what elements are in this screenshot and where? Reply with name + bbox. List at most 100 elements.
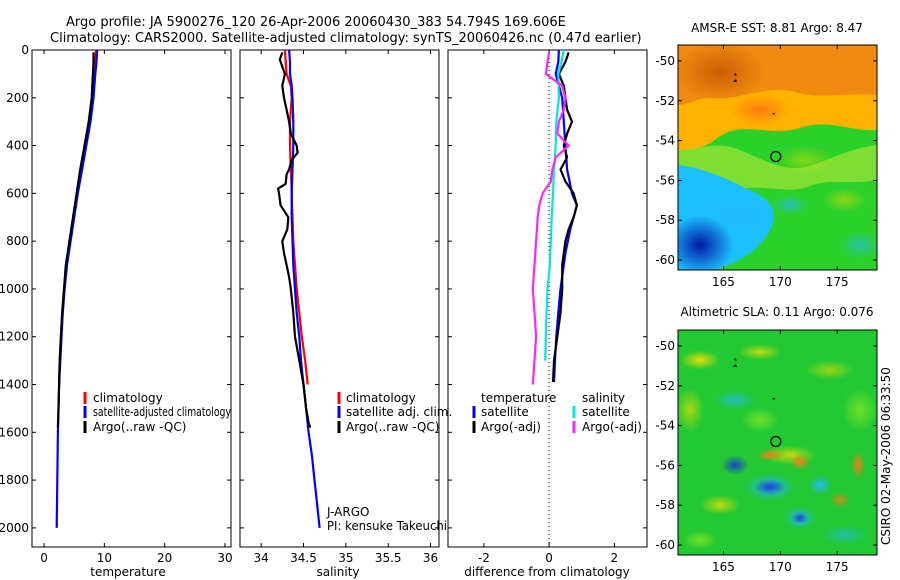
x-tick-label: -2 [478,551,490,565]
temperature-legend: climatology satellite-adjusted climatolo… [83,391,231,434]
series-line-salinity-argo-adj [531,52,570,385]
x-tick-label: 0 [40,551,48,565]
legend-label-satellite-adjusted: satellite-adjusted climatology [93,405,231,419]
temperature-axes-box [31,49,232,548]
sla-map-panel: Altimetric SLA: 0.11 Argo: 0.076 [655,305,878,574]
x-tick-label: 2 [611,551,619,565]
map-lat-label: -50 [655,54,675,68]
series-line-satellite-adjusted-climatology [55,49,99,528]
depth-tick-label: 400 [6,139,29,153]
depth-tick-label: 1800 [0,473,29,487]
depth-tick-label: 1200 [0,330,29,344]
track-marker [771,112,775,115]
sla-map-title: Altimetric SLA: 0.11 Argo: 0.076 [680,305,873,319]
depth-tick-label: 1000 [0,282,29,296]
x-tick-label: 34.5 [290,551,317,565]
difference-panel: -2 0 2 difference from climatology tempera… [447,49,648,579]
temperature-xlabel: temperature [90,565,165,579]
legend-label-sal-argo: Argo(-adj) [582,420,642,434]
legend-label-sal-satellite: satellite [582,405,630,419]
legend-label-argo: Argo(..raw -QC) [93,420,186,434]
x-tick-label: 35 [338,551,353,565]
depth-tick-label: 2000 [0,521,29,535]
jargo-label: J-ARGO [326,505,369,519]
side-timestamp: CSIRO 02-May-2006 06:33:50 [879,367,893,545]
depth-tick-label: 800 [6,234,29,248]
legend-label-climatology: climatology [93,391,163,405]
depth-tick-label: 1400 [0,378,29,392]
float-position-marker [770,435,782,448]
map-lat-label: -58 [655,498,675,512]
legend-label-satellite-adj: satellite adj. clim. [346,405,452,419]
legend-label-temp-satellite: satellite [481,405,529,419]
sst-field [678,45,877,270]
sst-map-frame [677,44,878,271]
pi-label: PI: kensuke Takeuchi [327,519,447,533]
sla-field [678,330,877,555]
depth-tick-label: 200 [6,91,29,105]
track-marker [732,72,737,82]
sst-map-panel: AMSR-E SST: 8.81 Argo: 8.47 165 170 175 -50… [655,21,878,289]
legend-title-salinity: salinity [582,391,625,405]
map-lat-label: -50 [655,339,675,353]
series-line-argo-raw-qc [277,52,312,428]
x-tick-label: 34 [254,551,269,565]
depth-tick-label: 0 [21,43,29,57]
difference-series [531,49,579,385]
difference-axes-box [447,49,648,548]
difference-legend: temperature satellite Argo(-adj) salinit… [472,391,642,434]
map-lat-label: -58 [655,213,675,227]
map-lon-label: 170 [769,560,792,574]
map-lat-label: -54 [655,419,675,433]
header-line-2: Climatology: CARS2000. Satellite-adjuste… [50,31,642,46]
map-lon-label: 165 [712,560,735,574]
series-line-satellite-adj-clim [288,49,321,529]
map-lon-label: 175 [826,560,849,574]
sla-map-frame [677,329,878,556]
map-lat-label: -56 [655,458,675,472]
map-lon-label: 165 [712,275,735,289]
depth-tick-label: 600 [6,186,29,200]
salinity-depth-ticks [240,49,439,529]
map-lat-label: -60 [655,253,675,267]
sst-map-axes: 165 170 175 -50 -52 -54 -56 -58 -60 [655,45,877,289]
difference-x-axis: -2 0 2 [478,50,618,565]
x-tick-label: 35.5 [375,551,402,565]
legend-title-temperature: temperature [481,391,556,405]
salinity-x-axis: 34 34.5 35 35.5 36 [254,50,438,565]
salinity-axes-box [239,49,440,548]
salinity-series [277,49,321,529]
x-tick-label: 20 [157,551,172,565]
series-line-argo-raw-qc [56,52,95,428]
legend-label-argo: Argo(..raw -QC) [346,420,439,434]
salinity-legend: climatology satellite adj. clim. Argo(..… [337,391,452,434]
x-tick-label: 10 [97,551,112,565]
map-lat-label: -52 [655,94,675,108]
depth-tick-label: 1600 [0,425,29,439]
float-position-marker [770,150,782,163]
depth-axis: 0 200 400 600 800 1000 1200 1400 1600 1800 2000 [0,43,231,535]
map-lat-label: -52 [655,379,675,393]
track-marker [771,397,775,400]
legend-label-climatology: climatology [346,391,416,405]
x-tick-label: 30 [217,551,232,565]
header-line-1: Argo profile: JA 5900276_120 26-Apr-2006… [66,15,566,30]
temperature-panel: 0 200 400 600 800 1000 1200 1400 1600 1800 2000 0 1… [0,43,233,579]
sla-map-axes: 165 170 175 -50 -52 -54 -56 -58 -60 [655,330,877,574]
map-lat-label: -60 [655,538,675,552]
x-tick-label: 36 [423,551,438,565]
temperature-series [55,49,99,528]
salinity-xlabel: salinity [316,565,359,579]
map-lon-label: 175 [826,275,849,289]
sla-map-markers [732,357,782,448]
map-lon-label: 170 [769,275,792,289]
legend-label-temp-argo: Argo(-adj) [481,420,541,434]
salinity-panel: 34 34.5 35 35.5 36 salinity climatology sate… [239,49,452,579]
map-lat-label: -54 [655,134,675,148]
map-lat-label: -56 [655,173,675,187]
difference-xlabel: difference from climatology [464,565,630,579]
track-marker [732,357,737,367]
x-tick-label: 0 [545,551,553,565]
temperature-x-axis: 0 10 20 30 [40,50,233,565]
